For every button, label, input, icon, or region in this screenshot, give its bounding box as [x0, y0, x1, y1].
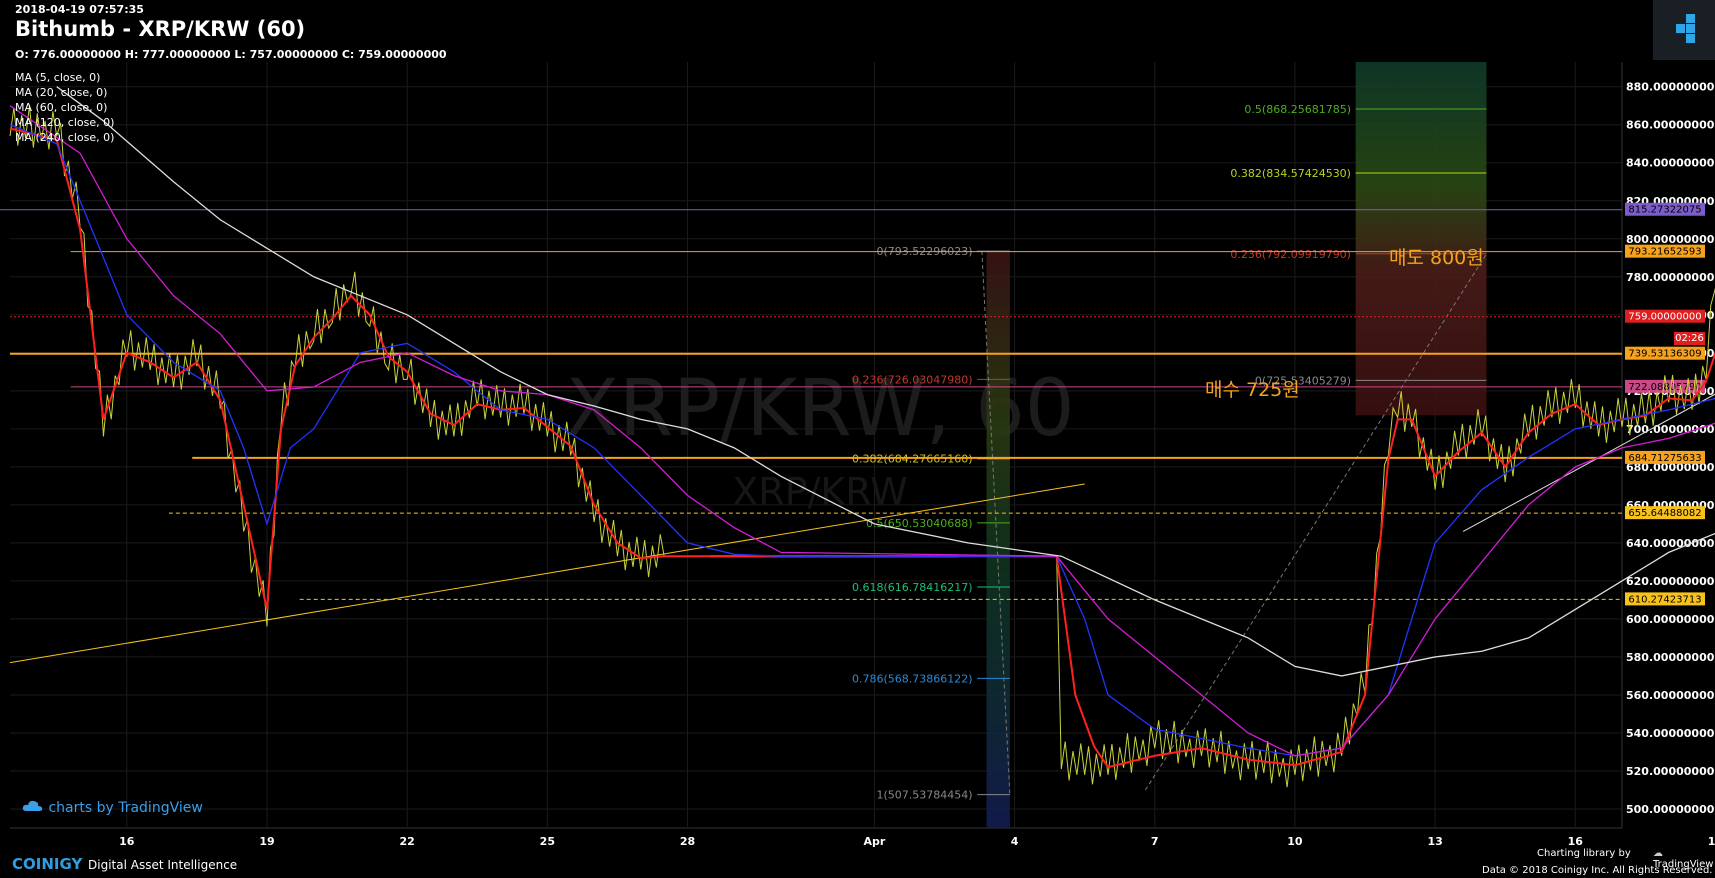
- price-tag-label: 722.08805790: [1628, 382, 1701, 393]
- rising-trendline: [1462, 393, 1715, 532]
- bar-countdown: 02:26: [1674, 332, 1705, 345]
- x-tick-label: 16: [119, 835, 135, 848]
- fib-retracement-label: 0.5(650.53040688): [866, 517, 973, 530]
- fib-retracement-label: 0.786(568.73866122): [852, 672, 973, 685]
- price-tag-label: 793.21652593: [1628, 247, 1701, 258]
- cloud-icon: [22, 800, 43, 811]
- fib-extension-trend: [1144, 253, 1487, 791]
- fib-retracement-label: 0.618(616.78416217): [852, 581, 973, 594]
- copyright-notice: Data © 2018 Coinigy Inc. All Rights Rese…: [1482, 865, 1713, 876]
- x-tick-label: 19: [259, 835, 274, 848]
- support-trendline: [9, 483, 1085, 664]
- coinigy-tagline: Digital Asset Intelligence: [88, 858, 238, 872]
- fib-retracement-label: 1(507.53784454): [876, 789, 972, 802]
- y-tick-label: 600.00000000: [1626, 613, 1715, 626]
- price-tag-bg: [1625, 450, 1705, 464]
- price-tag-bg: [1625, 592, 1705, 606]
- fib-extension-label: 0(725.53405279): [1255, 374, 1351, 387]
- price-tag-bg: [1625, 346, 1705, 360]
- fib-extension-label: 0.236(792.09919790): [1230, 248, 1351, 261]
- x-tick-label: 28: [680, 835, 695, 848]
- x-tick-label: 25: [540, 835, 555, 848]
- buy-annotation[interactable]: 매수 725원: [1205, 379, 1300, 401]
- y-tick-label: 860.00000000: [1626, 119, 1715, 132]
- indicator-ma5[interactable]: MA (5, close, 0): [15, 71, 101, 84]
- y-tick-label: 640.00000000: [1626, 537, 1715, 550]
- price-tag-label: 815.27322075: [1628, 205, 1701, 216]
- fib-retracement-zone: [986, 251, 1010, 828]
- tradingview-logo[interactable]: ☁ TradingView: [1653, 848, 1715, 870]
- indicator-ma120[interactable]: MA (120, close, 0): [15, 116, 115, 129]
- indicator-ma20[interactable]: MA (20, close, 0): [15, 86, 108, 99]
- charting-library-label: Charting library by: [1537, 848, 1631, 859]
- price-tag-bg: [1625, 309, 1705, 323]
- tradingview-logo-label: TradingView: [1653, 859, 1714, 870]
- ma120-line: [56, 86, 1715, 677]
- y-tick-label: 680.00000000: [1626, 461, 1715, 474]
- x-tick-label: Apr: [863, 835, 885, 848]
- fib-extension-label: 0.5(868.25681785): [1244, 103, 1351, 116]
- tradingview-label: charts by TradingView: [48, 800, 203, 816]
- y-tick-label: 840.00000000: [1626, 157, 1715, 170]
- fib-retracement-label: 0.382(684.27665160): [852, 453, 973, 466]
- y-tick-label: 540.00000000: [1626, 727, 1715, 740]
- ohlc-readout: O: 776.00000000 H: 777.00000000 L: 757.0…: [15, 48, 447, 61]
- y-tick-label: 780.00000000: [1626, 271, 1715, 284]
- ma5-line: [9, 127, 1715, 769]
- fib-retracement-label: 0.236(726.03047980): [852, 373, 973, 386]
- price-tag-bg: [1625, 202, 1705, 216]
- tradingview-badge[interactable]: charts by TradingView: [22, 799, 203, 816]
- fib-extension-zone: [1355, 62, 1487, 416]
- tradingview-cloud-icon: ☁: [1653, 848, 1663, 859]
- x-tick-label: 22: [400, 835, 415, 848]
- fib-extension-label: 0.382(834.57424530): [1230, 167, 1351, 180]
- indicator-ma240[interactable]: MA (240, close, 0): [15, 131, 115, 144]
- coinigy-logo-icon: [1676, 14, 1695, 43]
- x-tick-label: 10: [1287, 835, 1303, 848]
- price-tag-bg: [1625, 244, 1705, 258]
- price-tag-bg: [1625, 379, 1705, 393]
- price-tag-bg: [1625, 506, 1705, 520]
- sell-annotation[interactable]: 매도 800원: [1389, 247, 1484, 269]
- price-tag-label: 759.00000000: [1628, 312, 1701, 323]
- x-tick-label: 7: [1151, 835, 1159, 848]
- y-tick-label: 880.00000000: [1626, 81, 1715, 94]
- x-tick-label: 4: [1011, 835, 1019, 848]
- y-tick-label: 580.00000000: [1626, 651, 1715, 664]
- x-tick-label: 16: [1568, 835, 1584, 848]
- x-tick-label: 19: [1708, 835, 1715, 848]
- y-tick-label: 620.00000000: [1626, 575, 1715, 588]
- app-logo-box[interactable]: [1653, 0, 1715, 60]
- indicator-ma60[interactable]: MA (60, close, 0): [15, 101, 108, 114]
- price-tag-label: 655.64488082: [1628, 508, 1701, 519]
- price-tag-label: 610.27423713: [1628, 594, 1701, 605]
- y-tick-label: 700.00000000: [1626, 423, 1715, 436]
- indicator-legend: MA (5, close, 0) MA (20, close, 0) MA (6…: [15, 70, 114, 145]
- ma20-line: [9, 124, 1715, 757]
- price-tag-label: 684.71275633: [1628, 453, 1701, 464]
- y-tick-label: 560.00000000: [1626, 689, 1715, 702]
- coinigy-wordmark: COINIGY: [12, 855, 83, 873]
- watermark-subtitle: XRP/KRW: [732, 470, 908, 514]
- ma60-line: [9, 105, 1715, 757]
- price-tag-label: 739.53136309: [1628, 349, 1701, 360]
- y-tick-label: 520.00000000: [1626, 765, 1715, 778]
- y-tick-label: 500.00000000: [1626, 803, 1715, 816]
- y-tick-label: 800.00000000: [1626, 233, 1715, 246]
- chart-title: Bithumb - XRP/KRW (60): [15, 17, 306, 41]
- x-tick-label: 13: [1427, 835, 1442, 848]
- timestamp: 2018-04-19 07:57:35: [15, 3, 144, 16]
